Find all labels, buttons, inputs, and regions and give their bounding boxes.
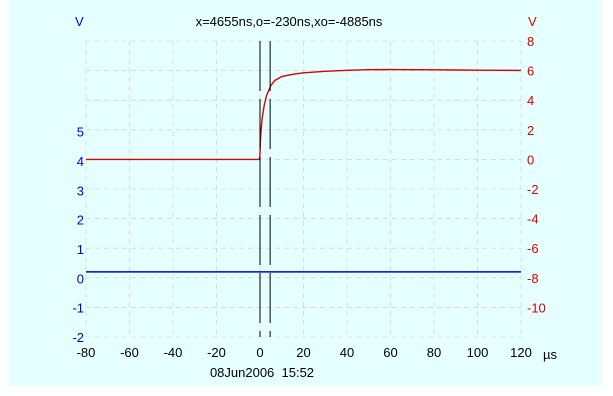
oscilloscope-chart: -80 -60 -40 -20 0 20 40 60 80 100 12086420-2-4-6-8… bbox=[9, 0, 602, 386]
x-tick-label-7: 60 bbox=[383, 345, 397, 360]
x-tick-label-2: -40 bbox=[164, 345, 183, 360]
x-tick-label-10: 120 bbox=[510, 345, 532, 360]
x-tick-label-4: 0 bbox=[256, 345, 263, 360]
y-right-tick-label-0: 8 bbox=[527, 34, 534, 49]
y-left-tick-label-1: -1 bbox=[72, 301, 84, 316]
chart-title: x=4655ns,o=-230ns,xo=-4885ns bbox=[196, 14, 383, 29]
y-right-tick-label-2: 4 bbox=[527, 93, 534, 108]
cursor-layer bbox=[259, 41, 271, 337]
y-right-tick-label-3: 2 bbox=[527, 123, 534, 138]
x-axis-unit-label: µs bbox=[543, 347, 557, 362]
x-tick-label-8: 80 bbox=[427, 345, 441, 360]
y-right-axis-label: V bbox=[528, 14, 537, 29]
y-right-tick-label-7: -6 bbox=[527, 241, 539, 256]
y-left-tick-label-5: 3 bbox=[77, 183, 84, 198]
y-left-tick-label-6: 4 bbox=[77, 154, 84, 169]
x-tick-label-0: -80 bbox=[77, 345, 96, 360]
y-right-tick-label-6: -4 bbox=[527, 212, 539, 227]
y-right-tick-label-9: -10 bbox=[527, 300, 546, 315]
grid bbox=[85, 40, 522, 338]
x-tick-label-9: 100 bbox=[467, 345, 489, 360]
y-left-axis-label: V bbox=[75, 14, 84, 29]
y-left-tick-label-3: 1 bbox=[77, 242, 84, 257]
x-tick-label-5: 20 bbox=[296, 345, 310, 360]
tick-labels: -80 -60 -40 -20 0 20 40 60 80 100 12086420-2-4-6-8… bbox=[72, 34, 545, 360]
y-right-tick-label-1: 6 bbox=[527, 64, 534, 79]
y-left-tick-label-2: 0 bbox=[77, 271, 84, 286]
x-tick-label-3: -20 bbox=[207, 345, 226, 360]
y-left-tick-label-4: 2 bbox=[77, 213, 84, 228]
x-tick-label-1: -60 bbox=[120, 345, 139, 360]
y-left-tick-label-0: -2 bbox=[72, 330, 84, 345]
y-left-tick-label-7: 5 bbox=[77, 125, 84, 140]
y-right-tick-label-8: -8 bbox=[527, 271, 539, 286]
y-right-tick-label-5: -2 bbox=[527, 182, 539, 197]
timestamp: 08Jun2006 15:52 bbox=[210, 365, 314, 380]
x-tick-label-6: 40 bbox=[340, 345, 354, 360]
y-right-tick-label-4: 0 bbox=[527, 152, 534, 167]
